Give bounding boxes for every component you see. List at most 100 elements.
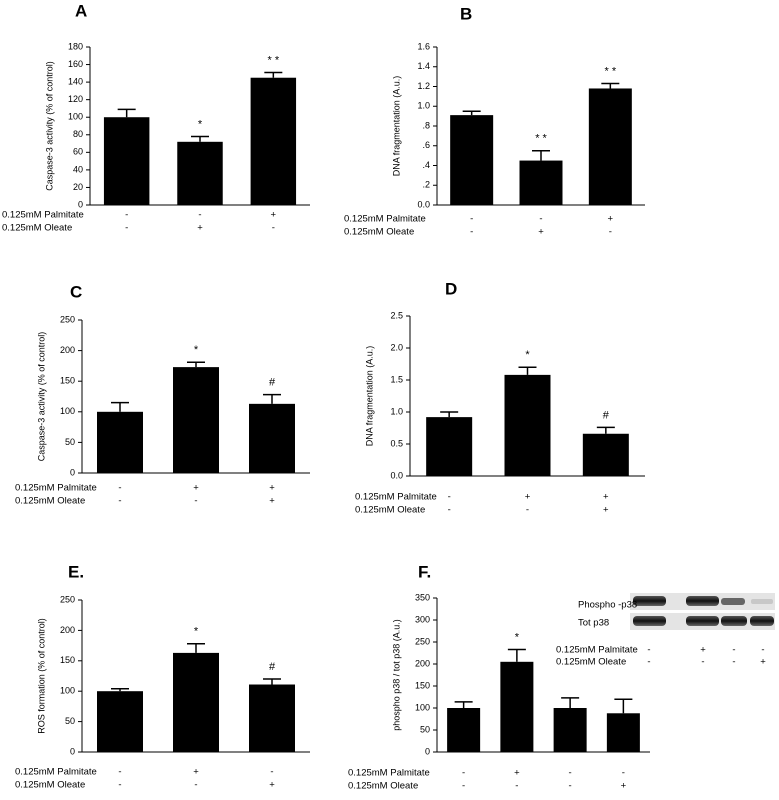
condition-sign: -	[194, 780, 197, 791]
condition-sign: -	[569, 768, 572, 779]
blot-band	[751, 599, 773, 604]
condition-label: 0.125mM Palmitate	[15, 483, 97, 494]
condition-sign: -	[526, 505, 529, 516]
bar	[426, 417, 473, 476]
bar	[519, 160, 563, 205]
y-tick-label: 100	[415, 702, 430, 712]
blot-condition-sign: +	[760, 657, 766, 668]
bar	[606, 713, 640, 752]
y-tick-label: 0.5	[390, 438, 403, 448]
blot-condition-label: 0.125mM Palmitate	[556, 645, 638, 656]
blot-condition-sign: -	[647, 645, 650, 656]
condition-sign: -	[125, 223, 128, 234]
y-axis-label: ROS formation (% of control)	[36, 618, 46, 734]
condition-sign: +	[269, 483, 275, 494]
panel-letter: B	[460, 4, 472, 23]
blot-band	[686, 616, 719, 626]
western-blot	[630, 593, 775, 630]
blot-condition-sign: -	[701, 657, 704, 668]
condition-sign: -	[470, 214, 473, 225]
y-tick-label: 1.6	[417, 41, 430, 51]
condition-sign: +	[271, 210, 277, 221]
condition-sign: -	[462, 781, 465, 792]
condition-label: 0.125mM Oleate	[348, 781, 418, 792]
condition-label: 0.125mM Palmitate	[15, 767, 97, 778]
condition-label: 0.125mM Oleate	[15, 780, 85, 791]
condition-sign: -	[125, 210, 128, 221]
bar	[249, 684, 295, 752]
condition-label: 0.125mM Palmitate	[348, 768, 430, 779]
y-tick-label: 0.0	[417, 199, 430, 209]
condition-sign: -	[569, 781, 572, 792]
condition-sign: -	[609, 227, 612, 238]
bar	[588, 88, 632, 205]
condition-sign: -	[198, 210, 201, 221]
condition-sign: +	[193, 767, 199, 778]
significance-label: * *	[535, 133, 547, 145]
bar	[500, 661, 534, 752]
y-tick-label: 40	[73, 164, 83, 174]
condition-sign: +	[603, 505, 609, 516]
y-tick-label: 80	[73, 129, 83, 139]
blot-condition-sign: -	[647, 657, 650, 668]
condition-sign: -	[118, 483, 121, 494]
condition-label: 0.125mM Palmitate	[355, 492, 437, 503]
blot-band	[750, 616, 774, 626]
y-tick-label: 250	[415, 636, 430, 646]
condition-sign: -	[622, 768, 625, 779]
condition-sign: +	[538, 227, 544, 238]
condition-sign: -	[194, 496, 197, 507]
bar	[249, 403, 295, 473]
significance-label: *	[194, 344, 199, 356]
significance-label: *	[525, 349, 530, 361]
significance-label: #	[269, 377, 276, 389]
bar	[553, 708, 587, 752]
y-tick-label: 350	[415, 592, 430, 602]
blot-band	[686, 596, 719, 606]
bar	[250, 77, 297, 205]
bar	[97, 691, 143, 752]
blot-condition-sign: -	[732, 645, 735, 656]
y-axis-label: DNA fragmentation (A.u.)	[391, 76, 401, 177]
bar	[450, 115, 494, 205]
condition-sign: -	[515, 781, 518, 792]
y-tick-label: 1.2	[417, 81, 430, 91]
bar	[504, 374, 551, 476]
condition-label: 0.125mM Oleate	[355, 505, 425, 516]
condition-sign: +	[197, 223, 203, 234]
condition-label: 0.125mM Oleate	[15, 496, 85, 507]
blot-condition-sign: -	[732, 657, 735, 668]
condition-sign: -	[539, 214, 542, 225]
condition-sign: +	[514, 768, 520, 779]
blot-condition-label: 0.125mM Oleate	[556, 657, 626, 668]
y-tick-label: 160	[68, 59, 83, 69]
y-tick-label: 1.0	[417, 101, 430, 111]
y-tick-label: 0.0	[390, 470, 403, 480]
condition-sign: -	[118, 767, 121, 778]
condition-sign: -	[448, 505, 451, 516]
y-tick-label: 0	[70, 467, 75, 477]
y-tick-label: 50	[65, 437, 75, 447]
y-tick-label: .2	[422, 180, 430, 190]
y-tick-label: 1.4	[417, 61, 430, 71]
y-tick-label: 150	[60, 376, 75, 386]
y-tick-label: 0	[70, 746, 75, 756]
y-tick-label: 0	[78, 199, 83, 209]
y-tick-label: 250	[60, 314, 75, 324]
blot-band	[633, 596, 666, 606]
significance-label: * *	[605, 65, 617, 77]
y-tick-label: 50	[420, 724, 430, 734]
y-tick-label: 100	[60, 686, 75, 696]
panel-letter: C	[70, 282, 82, 301]
bar	[103, 117, 150, 205]
y-tick-label: .4	[422, 160, 430, 170]
y-tick-label: 300	[415, 614, 430, 624]
panel-letter: E.	[68, 562, 84, 581]
condition-sign: +	[525, 492, 531, 503]
bar	[173, 367, 219, 473]
bar	[97, 411, 143, 473]
y-tick-label: 100	[68, 112, 83, 122]
bar	[173, 652, 219, 752]
blot-condition-sign: +	[700, 645, 706, 656]
